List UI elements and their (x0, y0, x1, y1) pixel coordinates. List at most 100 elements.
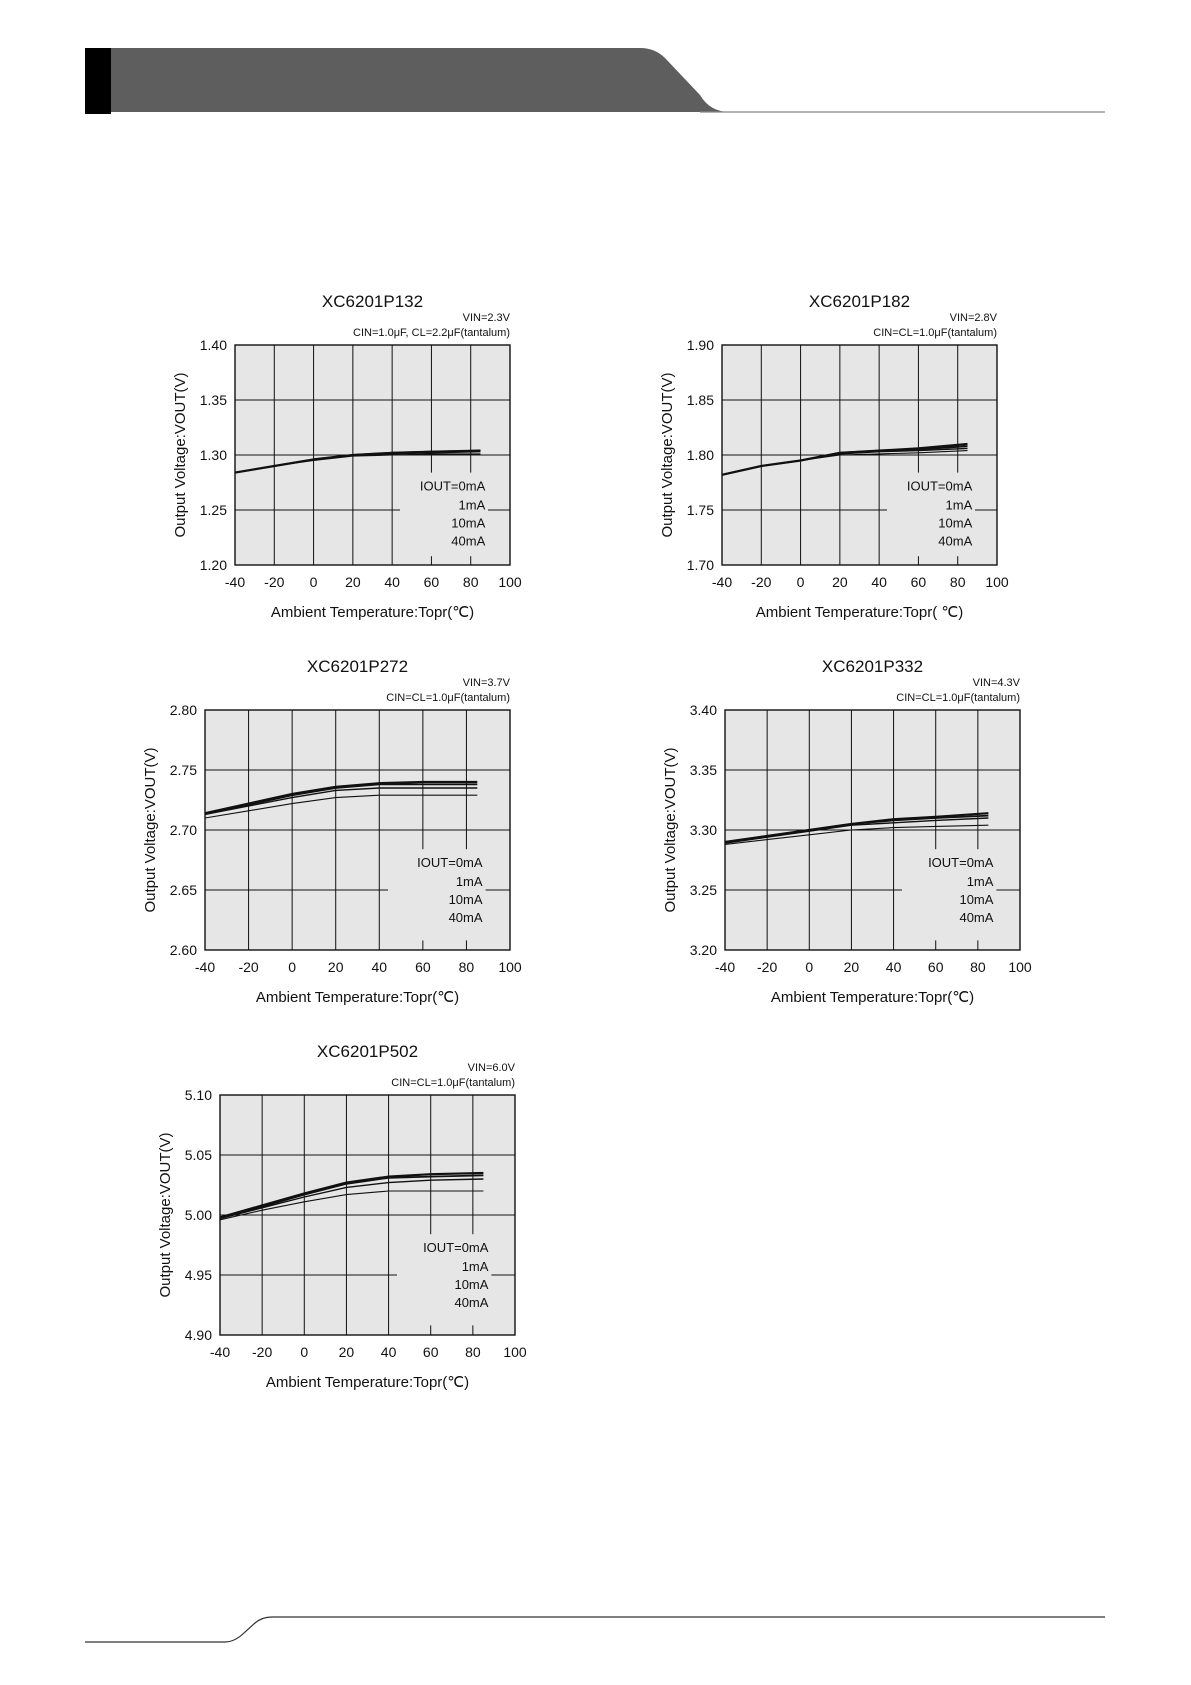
legend-item-1ma: 1mA (459, 498, 486, 513)
y-tick-label: 5.10 (185, 1087, 212, 1103)
series-line (724, 824, 989, 845)
x-tick-label: 20 (339, 1344, 355, 1360)
x-tick-label: 80 (465, 1344, 481, 1360)
chart-xc6201p182: -40 -20 0 20 40 60 80 100 1.70 1.75 1.80 1.85 1.90 X… (659, 292, 1022, 640)
chart-title: XC6201P502 (317, 1042, 418, 1061)
plot-frame (204, 709, 511, 951)
y-tick-label: 3.25 (690, 882, 717, 898)
x-tick-label: 20 (832, 574, 848, 590)
x-tick-label: 0 (797, 574, 805, 590)
chart-plot: -40 -20 0 20 40 60 80 100 2.60 2.65 2.70 2.75 2.80 (170, 702, 522, 975)
x-tick-label: 0 (300, 1344, 308, 1360)
x-tick-label: 60 (911, 574, 927, 590)
plot-frame (724, 709, 1021, 951)
series-line (724, 814, 989, 843)
x-tick-label: 20 (844, 959, 860, 975)
x-tick-label: 0 (805, 959, 813, 975)
y-tick-label: 2.65 (170, 882, 197, 898)
chart-title: XC6201P132 (322, 292, 423, 311)
chart-condition-vin: VIN=4.3V (973, 677, 1021, 689)
legend-background (397, 1234, 492, 1326)
x-tick-label: -40 (715, 959, 735, 975)
legend-item-40ma: 40mA (454, 1295, 488, 1310)
plot-frame (721, 344, 998, 566)
x-tick-label: 40 (381, 1344, 397, 1360)
x-tick-label: -20 (757, 959, 777, 975)
chart-condition-vin: VIN=2.8V (950, 312, 998, 324)
y-tick-label: 1.25 (200, 502, 227, 518)
page-header-band (85, 48, 1105, 114)
series-line (724, 817, 989, 844)
series-line (204, 780, 478, 815)
legend-title: IOUT=0mA (420, 479, 486, 494)
chart-condition-vin: VIN=3.7V (463, 677, 511, 689)
chart-xc6201p272: -40 -20 0 20 40 60 80 100 2.60 2.65 2.70 2.75 2.80 X… (142, 657, 535, 1025)
y-axis-label: Output Voltage:VOUT(V) (172, 372, 189, 537)
chart-plot: -40 -20 0 20 40 60 80 100 4.90 4.95 5.00 5.05 5.10 (185, 1087, 527, 1360)
chart-xc6201p132: -40 -20 0 20 40 60 80 100 1.20 1.25 1.30 1.35 1.40 X… (172, 292, 535, 640)
chart-condition-caps: CIN=CL=1.0μF(tantalum) (896, 692, 1020, 704)
plot-frame (219, 1094, 516, 1336)
chart-title: XC6201P272 (307, 657, 408, 676)
legend-background (902, 849, 997, 941)
y-tick-label: 1.70 (687, 557, 714, 573)
x-tick-label: -40 (225, 574, 245, 590)
y-tick-label: 4.90 (185, 1327, 212, 1343)
x-tick-label: 40 (886, 959, 902, 975)
legend-item-40ma: 40mA (451, 534, 485, 549)
y-tick-label: 1.80 (687, 447, 714, 463)
y-tick-label: 4.95 (185, 1267, 212, 1283)
y-tick-label: 2.60 (170, 942, 197, 958)
chart-condition-caps: CIN=CL=1.0μF(tantalum) (391, 1077, 515, 1089)
x-axis-label: Ambient Temperature:Topr( ℃) (756, 604, 963, 621)
x-tick-label: 40 (871, 574, 887, 590)
x-tick-label: -20 (751, 574, 771, 590)
x-tick-label: 60 (424, 574, 440, 590)
x-tick-label: 0 (288, 959, 296, 975)
series-line (219, 1178, 484, 1220)
legend-background (887, 472, 975, 557)
y-axis-label: Output Voltage:VOUT(V) (142, 747, 159, 912)
legend-item-10ma: 10mA (959, 892, 993, 907)
legend-background (400, 472, 488, 557)
series-line (234, 453, 481, 474)
x-tick-label: 100 (503, 1344, 527, 1360)
legend-item-1ma: 1mA (462, 1259, 489, 1274)
x-tick-label: 0 (310, 574, 318, 590)
y-tick-label: 2.80 (170, 702, 197, 718)
y-tick-label: 1.85 (687, 392, 714, 408)
chart-plot: -40 -20 0 20 40 60 80 100 3.20 3.25 3.30 3.35 3.40 (690, 702, 1032, 975)
x-tick-label: -20 (252, 1344, 272, 1360)
y-tick-label: 5.05 (185, 1147, 212, 1163)
y-tick-label: 1.30 (200, 447, 227, 463)
x-tick-label: 80 (463, 574, 479, 590)
legend-item-10ma: 10mA (449, 892, 483, 907)
legend-item-1ma: 1mA (946, 498, 973, 513)
legend-item-1ma: 1mA (456, 874, 483, 889)
x-tick-label: -40 (195, 959, 215, 975)
y-tick-label: 1.40 (200, 337, 227, 353)
series-line (219, 1171, 484, 1219)
x-axis-label: Ambient Temperature:Topr(℃) (266, 1374, 469, 1391)
chart-xc6201p332: -40 -20 0 20 40 60 80 100 3.20 3.25 3.30 3.35 3.40 X… (662, 657, 1045, 1025)
legend-item-40ma: 40mA (959, 910, 993, 925)
y-tick-label: 3.35 (690, 762, 717, 778)
x-tick-label: 100 (1008, 959, 1032, 975)
plot-frame (234, 344, 511, 566)
y-tick-label: 2.75 (170, 762, 197, 778)
y-tick-label: 5.00 (185, 1207, 212, 1223)
x-tick-label: 100 (985, 574, 1009, 590)
y-axis-label: Output Voltage:VOUT(V) (659, 372, 676, 537)
x-tick-label: 40 (384, 574, 400, 590)
legend-item-10ma: 10mA (451, 516, 485, 531)
y-tick-label: 3.40 (690, 702, 717, 718)
page-footer-line (85, 1616, 1105, 1643)
x-tick-label: 60 (928, 959, 944, 975)
x-tick-label: -20 (238, 959, 258, 975)
y-tick-label: 3.30 (690, 822, 717, 838)
x-axis-label: Ambient Temperature:Topr(℃) (271, 604, 474, 621)
x-tick-label: 20 (328, 959, 344, 975)
chart-condition-caps: CIN=CL=1.0μF(tantalum) (386, 692, 510, 704)
chart-plot: -40 -20 0 20 40 60 80 100 1.20 1.25 1.30 1.35 1.40 (200, 337, 522, 590)
legend-item-40ma: 40mA (449, 910, 483, 925)
